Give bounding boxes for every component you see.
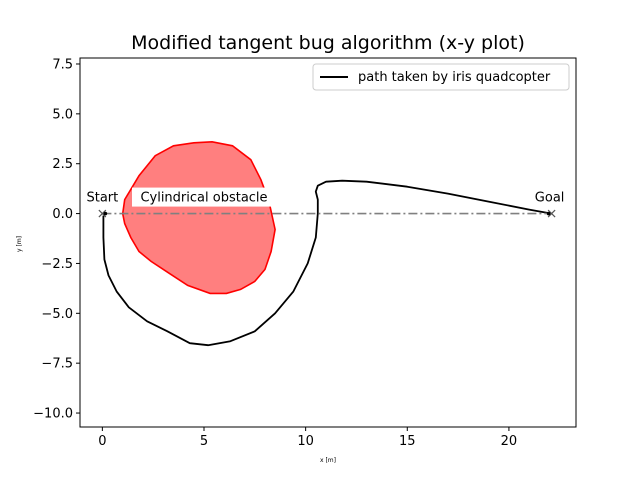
legend-entry: path taken by iris quadcopter <box>358 70 551 85</box>
x-tick-label: 0 <box>98 434 106 449</box>
annotation-layer: Start Cylindrical obstacle Goal <box>86 187 565 207</box>
y-tick-label: −5.0 <box>41 307 73 322</box>
y-tick-label: 2.5 <box>52 157 73 172</box>
obstacle-layer <box>121 140 276 295</box>
legend-box <box>312 63 570 91</box>
obstacle-label-bg <box>132 187 274 207</box>
x-tick-label: 5 <box>200 434 208 449</box>
legend: path taken by iris quadcopter <box>312 63 570 91</box>
goal-marker <box>546 209 556 218</box>
y-tick-label: 0.0 <box>52 207 73 222</box>
obstacle-label: Cylindrical obstacle <box>140 191 267 206</box>
y-axis-label: y [m] <box>16 236 23 252</box>
x-axis-label: x [m] <box>320 457 336 464</box>
y-tick-label: 7.5 <box>52 57 73 72</box>
axes-frame <box>79 57 577 428</box>
x-axis-ticks: 0 5 10 15 20 <box>98 427 517 449</box>
path-line <box>102 179 552 347</box>
y-axis-ticks: 7.5 5.0 2.5 0.0 −2.5 −5.0 −7.5 −10.0 <box>33 57 80 422</box>
y-tick-label: −10.0 <box>33 407 73 422</box>
series-layer <box>102 179 552 347</box>
y-tick-label: −7.5 <box>41 357 73 372</box>
start-marker <box>98 209 108 218</box>
plot-area <box>79 57 577 428</box>
y-tick-label: 5.0 <box>52 107 73 122</box>
x-tick-label: 20 <box>501 434 518 449</box>
obstacle-shape <box>121 140 276 295</box>
y-tick-label: −2.5 <box>41 257 73 272</box>
chart-title: Modified tangent bug algorithm (x-y plot… <box>131 32 525 54</box>
marker-layer <box>98 209 556 218</box>
start-label: Start <box>86 191 118 206</box>
x-tick-label: 10 <box>297 434 314 449</box>
x-tick-label: 15 <box>399 434 416 449</box>
goal-label: Goal <box>535 191 565 206</box>
